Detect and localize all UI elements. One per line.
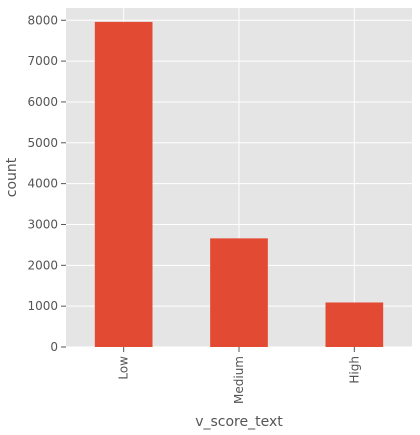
- y-tick-label: 4000: [27, 177, 58, 191]
- y-tick-label: 7000: [27, 54, 58, 68]
- bar-low: [94, 21, 153, 347]
- y-tick-label: 3000: [27, 217, 58, 231]
- bars: [94, 21, 384, 347]
- x-axis-label: v_score_text: [195, 414, 283, 430]
- x-tick-label: Low: [117, 356, 131, 380]
- y-tick-label: 8000: [27, 13, 58, 27]
- y-axis-ticks: 0 1000 2000 3000 4000 5000 6000 7000 8000: [27, 13, 66, 354]
- y-tick-label: 2000: [27, 258, 58, 272]
- y-axis-label: count: [4, 157, 20, 197]
- y-tick-label: 1000: [27, 299, 58, 313]
- x-tick-label: Medium: [232, 356, 246, 404]
- y-tick-label: 6000: [27, 95, 58, 109]
- x-tick-label: High: [347, 356, 361, 384]
- y-tick-label: 0: [50, 340, 58, 354]
- bar-medium: [210, 238, 268, 347]
- y-tick-label: 5000: [27, 136, 58, 150]
- x-axis-ticks: Low Medium High: [117, 347, 361, 404]
- bar-high: [325, 302, 384, 347]
